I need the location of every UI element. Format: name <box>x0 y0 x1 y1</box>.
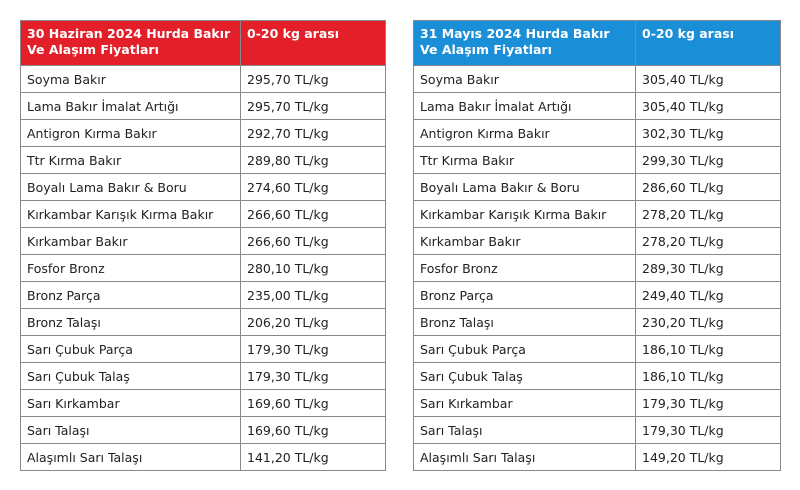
item-cell: Bronz Parça <box>20 281 241 309</box>
price-cell: 305,40 TL/kg <box>635 65 781 93</box>
row: Ttr Kırma Bakır 299,30 TL/kg <box>413 146 781 174</box>
price-cell: 266,60 TL/kg <box>240 227 386 255</box>
item-cell: Lama Bakır İmalat Artığı <box>20 92 241 120</box>
price-cell: 299,30 TL/kg <box>635 146 781 174</box>
item-cell: Lama Bakır İmalat Artığı <box>413 92 636 120</box>
item-cell: Sarı Kırkambar <box>413 389 636 417</box>
header-cell: 0-20 kg arası <box>635 20 781 66</box>
price-cell: 278,20 TL/kg <box>635 227 781 255</box>
price-cell: 179,30 TL/kg <box>240 362 386 390</box>
item-cell: Bronz Parça <box>413 281 636 309</box>
header-cell: 0-20 kg arası <box>240 20 386 66</box>
row: Sarı Kırkambar 169,60 TL/kg <box>20 389 386 417</box>
row: Alaşımlı Sarı Talaşı 149,20 TL/kg <box>413 443 781 471</box>
item-cell: Sarı Çubuk Talaş <box>20 362 241 390</box>
item-cell: Sarı Talaşı <box>413 416 636 444</box>
price-cell: 292,70 TL/kg <box>240 119 386 147</box>
price-cell: 169,60 TL/kg <box>240 416 386 444</box>
row: Sarı Talaşı 179,30 TL/kg <box>413 416 781 444</box>
row: Kırkambar Karışık Kırma Bakır 266,60 TL/k… <box>20 200 386 228</box>
price-cell: 249,40 TL/kg <box>635 281 781 309</box>
row: Kırkambar Bakır 278,20 TL/kg <box>413 227 781 255</box>
price-cell: 230,20 TL/kg <box>635 308 781 336</box>
item-cell: Sarı Çubuk Parça <box>20 335 241 363</box>
price-cell: 289,30 TL/kg <box>635 254 781 282</box>
row: Bronz Parça 235,00 TL/kg <box>20 281 386 309</box>
item-cell: Sarı Çubuk Parça <box>413 335 636 363</box>
row: Ttr Kırma Bakır 289,80 TL/kg <box>20 146 386 174</box>
row: Bronz Parça 249,40 TL/kg <box>413 281 781 309</box>
price-cell: 274,60 TL/kg <box>240 173 386 201</box>
item-cell: Kırkambar Bakır <box>20 227 241 255</box>
row: Sarı Çubuk Talaş 186,10 TL/kg <box>413 362 781 390</box>
item-cell: Alaşımlı Sarı Talaşı <box>413 443 636 471</box>
row: Lama Bakır İmalat Artığı 295,70 TL/kg <box>20 92 386 120</box>
item-cell: Kırkambar Karışık Kırma Bakır <box>413 200 636 228</box>
header-row: 31 Mayıs 2024 Hurda Bakır Ve Alaşım Fiya… <box>413 20 781 66</box>
row: Lama Bakır İmalat Artığı 305,40 TL/kg <box>413 92 781 120</box>
row: Sarı Çubuk Talaş 179,30 TL/kg <box>20 362 386 390</box>
price-cell: 186,10 TL/kg <box>635 362 781 390</box>
item-cell: Soyma Bakır <box>20 65 241 93</box>
header-cell: 31 Mayıs 2024 Hurda Bakır Ve Alaşım Fiya… <box>413 20 636 66</box>
price-cell: 235,00 TL/kg <box>240 281 386 309</box>
header-row: 30 Haziran 2024 Hurda Bakır Ve Alaşım Fi… <box>20 20 386 66</box>
item-cell: Boyalı Lama Bakır & Boru <box>20 173 241 201</box>
item-cell: Fosfor Bronz <box>20 254 241 282</box>
row: Bronz Talaşı 206,20 TL/kg <box>20 308 386 336</box>
price-cell: 141,20 TL/kg <box>240 443 386 471</box>
price-cell: 278,20 TL/kg <box>635 200 781 228</box>
row: Sarı Çubuk Parça 179,30 TL/kg <box>20 335 386 363</box>
item-cell: Boyalı Lama Bakır & Boru <box>413 173 636 201</box>
item-cell: Sarı Kırkambar <box>20 389 241 417</box>
item-cell: Ttr Kırma Bakır <box>413 146 636 174</box>
item-cell: Antigron Kırma Bakır <box>413 119 636 147</box>
price-cell: 169,60 TL/kg <box>240 389 386 417</box>
price-cell: 302,30 TL/kg <box>635 119 781 147</box>
row: Sarı Kırkambar 179,30 TL/kg <box>413 389 781 417</box>
item-cell: Bronz Talaşı <box>20 308 241 336</box>
price-cell: 305,40 TL/kg <box>635 92 781 120</box>
price-cell: 266,60 TL/kg <box>240 200 386 228</box>
row: Antigron Kırma Bakır 292,70 TL/kg <box>20 119 386 147</box>
row: Soyma Bakır 295,70 TL/kg <box>20 65 386 93</box>
item-cell: Bronz Talaşı <box>413 308 636 336</box>
row: Boyalı Lama Bakır & Boru 274,60 TL/kg <box>20 173 386 201</box>
price-cell: 295,70 TL/kg <box>240 92 386 120</box>
row: Antigron Kırma Bakır 302,30 TL/kg <box>413 119 781 147</box>
item-cell: Kırkambar Bakır <box>413 227 636 255</box>
row: Fosfor Bronz 280,10 TL/kg <box>20 254 386 282</box>
price-cell: 286,60 TL/kg <box>635 173 781 201</box>
header-cell: 30 Haziran 2024 Hurda Bakır Ve Alaşım Fi… <box>20 20 241 66</box>
price-cell: 206,20 TL/kg <box>240 308 386 336</box>
item-cell: Ttr Kırma Bakır <box>20 146 241 174</box>
item-cell: Antigron Kırma Bakır <box>20 119 241 147</box>
item-cell: Sarı Çubuk Talaş <box>413 362 636 390</box>
row: Sarı Talaşı 169,60 TL/kg <box>20 416 386 444</box>
price-cell: 179,30 TL/kg <box>635 389 781 417</box>
price-cell: 149,20 TL/kg <box>635 443 781 471</box>
item-cell: Sarı Talaşı <box>20 416 241 444</box>
price-table: 31 Mayıs 2024 Hurda Bakır Ve Alaşım Fiya… <box>413 20 781 471</box>
row: Sarı Çubuk Parça 186,10 TL/kg <box>413 335 781 363</box>
price-cell: 280,10 TL/kg <box>240 254 386 282</box>
row: Bronz Talaşı 230,20 TL/kg <box>413 308 781 336</box>
item-cell: Soyma Bakır <box>413 65 636 93</box>
row: Boyalı Lama Bakır & Boru 286,60 TL/kg <box>413 173 781 201</box>
row: Alaşımlı Sarı Talaşı 141,20 TL/kg <box>20 443 386 471</box>
price-cell: 186,10 TL/kg <box>635 335 781 363</box>
price-cell: 179,30 TL/kg <box>635 416 781 444</box>
row: Kırkambar Bakır 266,60 TL/kg <box>20 227 386 255</box>
item-cell: Alaşımlı Sarı Talaşı <box>20 443 241 471</box>
price-table: 30 Haziran 2024 Hurda Bakır Ve Alaşım Fi… <box>20 20 386 471</box>
price-cell: 289,80 TL/kg <box>240 146 386 174</box>
row: Soyma Bakır 305,40 TL/kg <box>413 65 781 93</box>
item-cell: Fosfor Bronz <box>413 254 636 282</box>
item-cell: Kırkambar Karışık Kırma Bakır <box>20 200 241 228</box>
row: Fosfor Bronz 289,30 TL/kg <box>413 254 781 282</box>
row: Kırkambar Karışık Kırma Bakır 278,20 TL/k… <box>413 200 781 228</box>
price-cell: 295,70 TL/kg <box>240 65 386 93</box>
price-cell: 179,30 TL/kg <box>240 335 386 363</box>
